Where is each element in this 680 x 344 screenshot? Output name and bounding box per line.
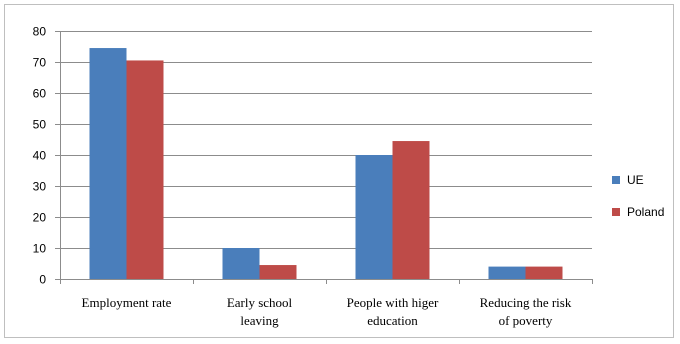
x-tick-label: leaving [240,313,279,328]
bar-ue [488,266,526,279]
x-tick-label: of poverty [499,313,553,328]
x-tick-label: People with higer [347,295,439,310]
y-tick-label: 10 [33,242,47,256]
legend-label: UE [627,173,644,187]
bar-ue [89,48,127,279]
axes [55,31,593,284]
x-tick-label: Employment rate [82,295,172,310]
bar-poland [259,265,297,279]
x-tick-label: education [367,313,418,328]
bar-ue [355,155,393,279]
x-tick-label: Early school [227,295,293,310]
y-tick-label: 80 [33,25,47,39]
bar-poland [126,60,164,280]
y-tick-label: 70 [33,56,47,70]
bar-poland [392,141,430,279]
y-tick-label: 0 [39,273,46,287]
legend-swatch [612,208,620,216]
x-tick-labels: Employment rate Early school leaving People… [82,295,572,328]
y-tick-label: 40 [33,149,47,163]
legend-swatch [612,176,620,184]
y-tick-label: 50 [33,118,47,132]
bar-poland [525,266,563,279]
y-tick-label: 60 [33,87,47,101]
legend-label: Poland [627,205,664,219]
legend: UE Poland [612,173,664,219]
y-tick-labels: 0 10 20 30 40 50 60 70 80 [33,25,47,287]
bars [89,48,563,280]
x-tick-label: Reducing the risk [480,295,572,310]
bar-ue [222,248,260,279]
y-tick-label: 30 [33,180,47,194]
y-tick-label: 20 [33,211,47,225]
